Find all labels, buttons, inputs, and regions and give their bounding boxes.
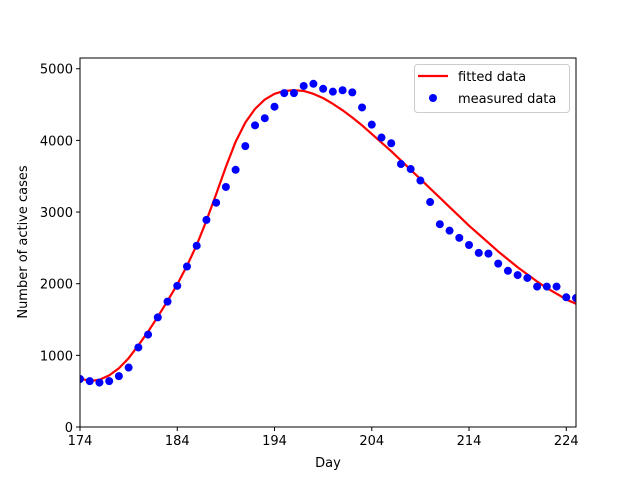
measured-data-point: [348, 88, 357, 97]
y-tick-label: 1000: [40, 349, 73, 364]
measured-data-point: [163, 297, 172, 306]
x-tick-label: 194: [262, 434, 287, 449]
x-tick-label: 224: [554, 434, 579, 449]
measured-data-point: [124, 363, 133, 372]
measured-data-point: [406, 165, 415, 174]
measured-data-point: [377, 133, 386, 142]
legend-label-measured: measured data: [458, 92, 556, 107]
y-tick-label: 3000: [40, 206, 73, 221]
legend-label-fitted: fitted data: [458, 70, 526, 85]
measured-data-point: [231, 165, 240, 174]
measured-data-point: [251, 121, 260, 130]
measured-data-point: [426, 198, 435, 207]
measured-data-point: [299, 81, 308, 90]
measured-data-point: [105, 377, 114, 386]
measured-data-point: [309, 79, 318, 88]
measured-data-point: [367, 120, 376, 129]
measured-data-point: [435, 220, 444, 229]
measured-data-point: [280, 89, 289, 98]
measured-data-point: [221, 182, 230, 191]
measured-data-point: [523, 273, 532, 282]
measured-data-point: [396, 160, 405, 169]
measured-data-point: [358, 103, 367, 112]
measured-data-point: [416, 176, 425, 185]
measured-data-point: [260, 114, 269, 123]
measured-data-point: [202, 215, 211, 224]
x-tick-label: 174: [68, 434, 93, 449]
measured-data-point: [552, 282, 561, 291]
y-tick-label: 4000: [40, 134, 73, 149]
measured-data-point: [241, 142, 250, 151]
y-axis-label: Number of active cases: [16, 165, 31, 319]
legend-frame: [414, 64, 570, 113]
measured-data-point: [114, 372, 123, 381]
plot-background: [80, 58, 576, 427]
measured-data-point: [95, 378, 104, 387]
measured-data-point: [533, 282, 542, 291]
measured-data-point: [192, 241, 201, 250]
measured-data-point: [503, 266, 512, 275]
measured-data-point: [572, 294, 576, 303]
measured-data-point: [270, 102, 279, 111]
measured-data-point: [212, 198, 221, 207]
measured-data-point: [289, 89, 298, 98]
measured-data-point: [153, 313, 162, 322]
x-tick-label: 214: [457, 434, 482, 449]
legend-marker-swatch: [429, 94, 437, 102]
y-tick-label: 0: [65, 421, 73, 436]
legend: fitted data measured data: [414, 64, 570, 113]
measured-data-point: [445, 226, 454, 235]
x-axis-label: Day: [315, 456, 341, 471]
x-tick-label: 184: [165, 434, 190, 449]
measured-data-point: [80, 374, 84, 383]
measured-data-point: [328, 87, 337, 96]
fitted-data-line: [80, 89, 576, 383]
measured-data-point: [319, 84, 328, 93]
axes: 174 184 194 204 214 224 0 1000 2000 3000 4000 5000: [40, 57, 579, 449]
y-tick-label: 2000: [40, 278, 73, 293]
measured-data-point: [474, 248, 483, 257]
measured-data-point: [134, 343, 143, 352]
x-tick-label: 204: [359, 434, 384, 449]
measured-data-point: [494, 259, 503, 268]
plot-area: [80, 58, 576, 427]
measured-data-point: [513, 271, 522, 280]
measured-data-point: [484, 249, 493, 258]
measured-data-point: [338, 86, 347, 95]
axes-frame: [79, 57, 577, 428]
measured-data-point: [562, 293, 571, 302]
measured-data-point: [85, 377, 94, 386]
measured-data-point: [182, 262, 191, 271]
y-tick-label: 5000: [40, 63, 73, 78]
measured-data-point: [387, 139, 396, 148]
measured-data-point: [455, 233, 464, 242]
measured-data-point: [173, 281, 182, 290]
measured-data-point: [144, 330, 153, 339]
measured-data-point: [542, 282, 551, 291]
measured-data-point: [465, 241, 474, 250]
chart-marks: [80, 79, 576, 387]
